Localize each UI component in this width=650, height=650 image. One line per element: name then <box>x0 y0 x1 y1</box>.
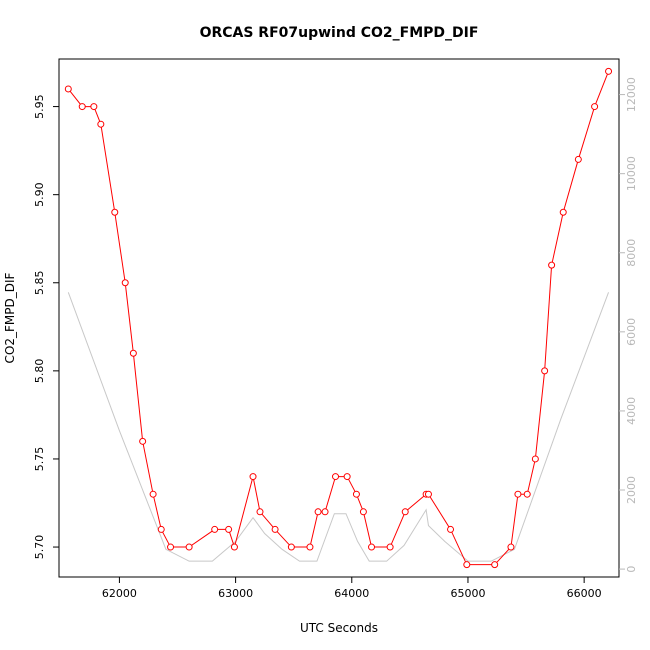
co2-point <box>287 543 295 551</box>
co2-point <box>605 67 613 75</box>
y-tick-label: 5.95 <box>33 94 46 119</box>
co2-point <box>574 155 582 163</box>
co2-point <box>541 367 549 375</box>
co2-point <box>523 490 531 498</box>
co2-point <box>306 543 314 551</box>
co2-point <box>332 473 340 481</box>
y2-tick-label: 6000 <box>625 318 638 346</box>
x-tick-label: 64000 <box>334 587 369 600</box>
co2-point <box>211 525 219 533</box>
co2-point <box>491 561 499 569</box>
co2-point <box>256 508 264 516</box>
y2-tick-label: 8000 <box>625 239 638 267</box>
x-tick-label: 63000 <box>218 587 253 600</box>
co2-point <box>447 525 455 533</box>
co2-point <box>463 561 471 569</box>
co2-point <box>368 543 376 551</box>
co2-point <box>343 473 351 481</box>
x-tick-label: 62000 <box>102 587 137 600</box>
altitude-line <box>67 292 610 562</box>
y-tick-label: 5.80 <box>33 359 46 384</box>
y-tick-label: 5.90 <box>33 182 46 207</box>
co2-point <box>185 543 193 551</box>
co2-point <box>514 490 522 498</box>
x-tick-label: 65000 <box>450 587 485 600</box>
co2-point <box>386 543 394 551</box>
co2-point <box>314 508 322 516</box>
co2-point <box>531 455 539 463</box>
y-tick-label: 5.70 <box>33 535 46 560</box>
y2-tick-label: 4000 <box>625 397 638 425</box>
y-axis: 5.70 5.75 5.80 5.85 5.90 5.95 <box>33 94 59 559</box>
co2-point <box>64 85 72 93</box>
co2-point <box>111 208 119 216</box>
y2-tick-label: 2000 <box>625 476 638 504</box>
y2-tick-label: 10000 <box>625 156 638 191</box>
co2-point <box>401 508 409 516</box>
co2-point <box>225 525 233 533</box>
co2-point <box>424 490 432 498</box>
co2-point <box>591 103 599 111</box>
co2-point <box>352 490 360 498</box>
co2-point <box>548 261 556 269</box>
co2-line <box>67 71 610 566</box>
y-tick-label: 5.75 <box>33 447 46 472</box>
y-tick-label: 5.85 <box>33 271 46 296</box>
co2-point <box>129 349 137 357</box>
chart-title: ORCAS RF07upwind CO2_FMPD_DIF <box>200 25 479 41</box>
y2-axis: 0 2000 4000 6000 8000 10000 12000 <box>619 77 638 573</box>
co2-point <box>507 543 515 551</box>
co2-point <box>139 437 147 445</box>
co2-point <box>167 543 175 551</box>
co2-point <box>78 103 86 111</box>
series-layer <box>64 67 613 569</box>
co2-point <box>149 490 157 498</box>
co2-point <box>271 525 279 533</box>
y2-tick-label: 12000 <box>625 77 638 112</box>
co2-point <box>157 525 165 533</box>
co2-point <box>97 120 105 128</box>
co2-point <box>359 508 367 516</box>
co2-point <box>249 473 257 481</box>
x-axis: 62000 63000 64000 65000 66000 <box>102 577 602 600</box>
y2-tick-label: 0 <box>625 566 638 573</box>
co2-point <box>121 279 129 287</box>
x-tick-label: 66000 <box>567 587 602 600</box>
co2-point <box>559 208 567 216</box>
co2-point <box>90 103 98 111</box>
co2-point <box>230 543 238 551</box>
y-axis-label: CO2_FMPD_DIF <box>3 272 17 363</box>
plot-frame <box>58 58 620 578</box>
x-axis-label: UTC Seconds <box>300 621 378 635</box>
co2-point <box>321 508 329 516</box>
